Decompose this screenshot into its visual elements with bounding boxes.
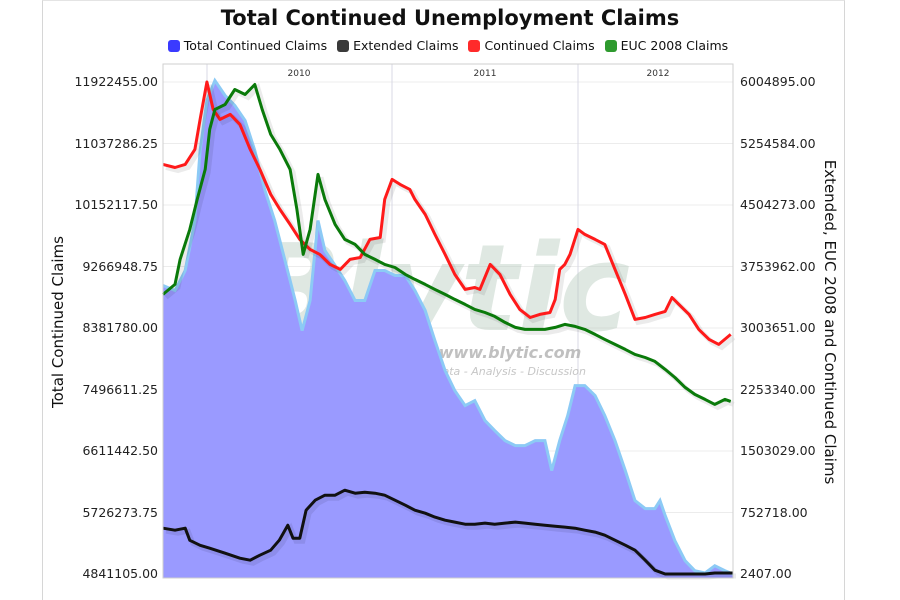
left-tick-label: 11037286.25 xyxy=(74,135,158,151)
left-tick-label: 7496611.25 xyxy=(82,381,158,397)
right-tick-label: 4504273.00 xyxy=(740,197,816,212)
legend-swatch-green-icon xyxy=(604,39,617,52)
right-tick-label: 3753962.00 xyxy=(740,258,816,274)
watermark-url: www.blytic.com xyxy=(439,343,582,362)
right-tick-label: 3003651.00 xyxy=(740,320,816,335)
legend-swatch-red-icon xyxy=(468,39,481,52)
legend-label: EUC 2008 Claims xyxy=(620,38,729,53)
legend-item-continued[interactable]: Continued Claims xyxy=(468,38,595,53)
right-tick-label: 2407.00 xyxy=(740,566,792,581)
left-tick-label: 10152117.50 xyxy=(74,197,158,212)
area-total-continued-claims xyxy=(163,80,733,578)
left-tick-label: 6611442.50 xyxy=(82,443,158,458)
legend-item-euc2008[interactable]: EUC 2008 Claims xyxy=(604,38,729,53)
line-continued-claims xyxy=(162,80,732,346)
x-tick-label: 2011 xyxy=(474,69,497,79)
legend-label: Extended Claims xyxy=(353,38,459,53)
x-tick-label: 2012 xyxy=(647,69,670,79)
legend-item-extended[interactable]: Extended Claims xyxy=(337,38,458,53)
legend: Total Continued Claims Extended Claims C… xyxy=(0,38,900,53)
right-tick-label: 5254584.00 xyxy=(740,135,816,151)
legend-label: Total Continued Claims xyxy=(183,38,328,53)
series-layer xyxy=(162,77,736,580)
left-tick-label: 4841105.00 xyxy=(82,566,158,581)
right-tick-label: 752718.00 xyxy=(740,504,808,520)
legend-label: Continued Claims xyxy=(484,38,595,53)
line-extended-claims xyxy=(162,488,733,576)
legend-swatch-blue-icon xyxy=(167,39,180,52)
right-tick-label: 6004895.00 xyxy=(740,74,816,89)
left-tick-label: 8381780.00 xyxy=(82,320,158,335)
right-tick-label: 2253340.00 xyxy=(740,381,816,397)
left-tick-label: 5726273.75 xyxy=(82,504,158,520)
x-tick-label: 2010 xyxy=(288,69,311,79)
x-axis-labels: 2010 2011 2012 xyxy=(288,69,670,79)
legend-swatch-black-icon xyxy=(337,39,350,52)
left-axis-label: Total Continued Claims xyxy=(49,236,67,408)
legend-item-total-continued[interactable]: Total Continued Claims xyxy=(167,38,328,53)
line-euc-2008-claims xyxy=(162,83,732,406)
plot-border xyxy=(162,63,734,579)
left-tick-label: 11922455.00 xyxy=(74,74,158,89)
right-axis-label: Extended, EUC 2008 and Continued Claims xyxy=(821,159,839,485)
chart-title: Total Continued Unemployment Claims xyxy=(220,6,680,30)
right-tick-label: 1503029.00 xyxy=(740,443,816,458)
left-tick-label: 9266948.75 xyxy=(82,258,158,274)
chart-frame xyxy=(42,0,845,600)
watermark-tagline: Data - Analysis - Discussion xyxy=(434,365,586,378)
